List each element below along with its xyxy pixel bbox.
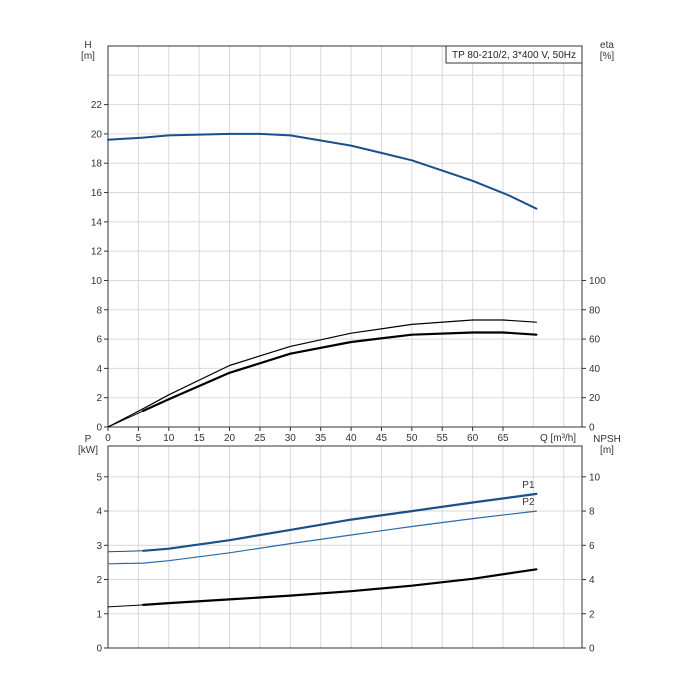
y-tick-label: 4 xyxy=(96,507,102,518)
x-tick-label: 60 xyxy=(467,433,479,444)
y-right-axis-label: [m] xyxy=(600,445,614,456)
title-box xyxy=(445,45,583,64)
y-tick-label: 14 xyxy=(91,217,103,228)
y-tick-label: 2 xyxy=(96,575,102,586)
x-tick-label: 45 xyxy=(376,433,388,444)
x-tick-label: 10 xyxy=(163,433,175,444)
y-right-axis-label: NPSH xyxy=(593,434,621,445)
y-tick-label: 0 xyxy=(96,423,102,434)
y-tick-label: 2 xyxy=(96,393,102,404)
y-right-tick-label: 0 xyxy=(589,644,595,655)
y-axis-label: [m] xyxy=(81,51,95,62)
y-tick-label: 5 xyxy=(96,472,102,483)
x-tick-label: 55 xyxy=(437,433,449,444)
y-right-tick-label: 0 xyxy=(589,423,595,434)
y-tick-label: 16 xyxy=(91,188,103,199)
y-axis-label: P xyxy=(85,434,92,445)
y-right-tick-label: 20 xyxy=(589,393,601,404)
y-right-tick-label: 80 xyxy=(589,305,601,316)
y-right-tick-label: 60 xyxy=(589,335,601,346)
x-tick-label: 5 xyxy=(136,433,142,444)
x-tick-label: 15 xyxy=(194,433,206,444)
y-right-tick-label: 8 xyxy=(589,507,595,518)
x-tick-label: 40 xyxy=(346,433,358,444)
y-tick-label: 0 xyxy=(96,644,102,655)
x-tick-label: 65 xyxy=(497,433,509,444)
series-line xyxy=(107,510,537,565)
series-line xyxy=(107,604,144,608)
y-tick-label: 22 xyxy=(91,100,103,111)
x-tick-label: 35 xyxy=(315,433,327,444)
y-tick-label: 3 xyxy=(96,541,102,552)
y-axis-label: [kW] xyxy=(78,445,98,456)
series-line xyxy=(142,492,538,552)
y-axis-label: H xyxy=(84,40,91,51)
series-line xyxy=(142,331,538,412)
plot-frame xyxy=(107,45,583,428)
x-tick-label: 20 xyxy=(224,433,236,444)
series-line xyxy=(107,137,144,141)
series-line xyxy=(107,410,144,428)
series-label: P2 xyxy=(522,497,535,508)
y-tick-label: 4 xyxy=(96,364,102,375)
x-tick-label: 50 xyxy=(406,433,418,444)
y-tick-label: 12 xyxy=(91,247,103,258)
x-tick-label: 25 xyxy=(254,433,266,444)
chart-title: TP 80-210/2, 3*400 V, 50Hz xyxy=(452,50,576,61)
y-right-axis-label: [%] xyxy=(600,51,615,62)
series-line xyxy=(107,132,538,210)
y-tick-label: 10 xyxy=(91,276,103,287)
y-right-tick-label: 4 xyxy=(589,575,595,586)
series-line xyxy=(142,568,538,606)
y-tick-label: 18 xyxy=(91,159,103,170)
y-right-tick-label: 2 xyxy=(589,609,595,620)
series-line xyxy=(107,319,537,428)
y-tick-label: 20 xyxy=(91,129,103,140)
y-right-axis-label: eta xyxy=(600,40,614,51)
plot-frame xyxy=(107,445,583,649)
y-right-tick-label: 100 xyxy=(589,276,606,287)
x-axis-label: Q [m³/h] xyxy=(540,433,576,444)
y-right-tick-label: 6 xyxy=(589,541,595,552)
y-tick-label: 1 xyxy=(96,609,102,620)
series-label: P1 xyxy=(522,480,535,491)
y-tick-label: 6 xyxy=(96,335,102,346)
x-tick-label: 0 xyxy=(105,433,111,444)
series-line xyxy=(107,550,144,553)
y-tick-label: 8 xyxy=(96,305,102,316)
x-tick-label: 30 xyxy=(285,433,297,444)
y-right-tick-label: 10 xyxy=(589,472,601,483)
y-right-tick-label: 40 xyxy=(589,364,601,375)
